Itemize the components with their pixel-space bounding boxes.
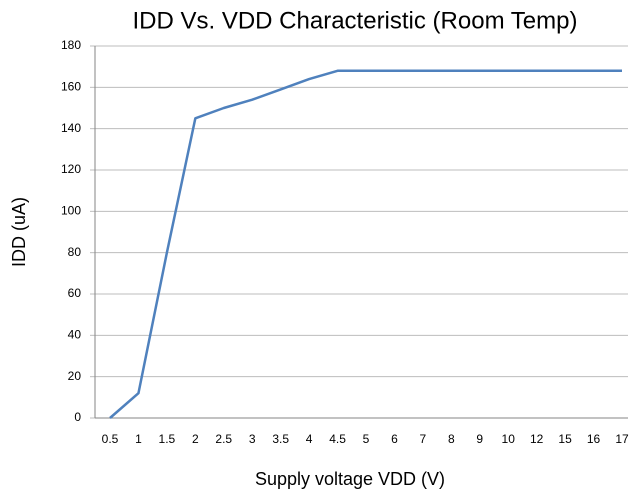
y-tick-label: 140: [61, 121, 81, 135]
y-axis-title: IDD (uA): [9, 197, 29, 267]
x-tick-label: 9: [476, 432, 483, 446]
chart-title: IDD Vs. VDD Characteristic (Room Temp): [133, 7, 578, 34]
data-line: [109, 69, 622, 419]
x-tick-label: 4: [306, 432, 313, 446]
x-tick-label: 2.5: [215, 432, 232, 446]
x-tick-label: 12: [530, 432, 544, 446]
x-tick-label: 17: [615, 432, 629, 446]
x-tick-label: 10: [502, 432, 516, 446]
y-tick-label: 60: [68, 286, 82, 300]
x-tick-label: 1.5: [159, 432, 176, 446]
y-tick-label: 20: [68, 369, 82, 383]
x-tick-label: 4.5: [329, 432, 346, 446]
x-tick-label: 15: [558, 432, 572, 446]
x-axis-title: Supply voltage VDD (V): [255, 469, 445, 489]
x-tick-label: 5: [363, 432, 370, 446]
x-tick-label: 16: [587, 432, 601, 446]
x-tick-label: 3.5: [272, 432, 289, 446]
y-tick-label: 0: [74, 410, 81, 424]
x-tick-label: 7: [420, 432, 427, 446]
y-tick-label: 180: [61, 38, 81, 52]
y-tick-label: 80: [68, 245, 82, 259]
y-tick-label: 100: [61, 204, 81, 218]
x-tick-label: 8: [448, 432, 455, 446]
x-tick-label: 1: [135, 432, 142, 446]
x-tick-label: 6: [391, 432, 398, 446]
x-tick-label: 3: [249, 432, 256, 446]
x-tick-label: 0.5: [102, 432, 119, 446]
y-tick-label: 40: [68, 328, 82, 342]
y-tick-label: 120: [61, 162, 81, 176]
x-tick-label: 2: [192, 432, 199, 446]
y-tick-label: 160: [61, 80, 81, 94]
